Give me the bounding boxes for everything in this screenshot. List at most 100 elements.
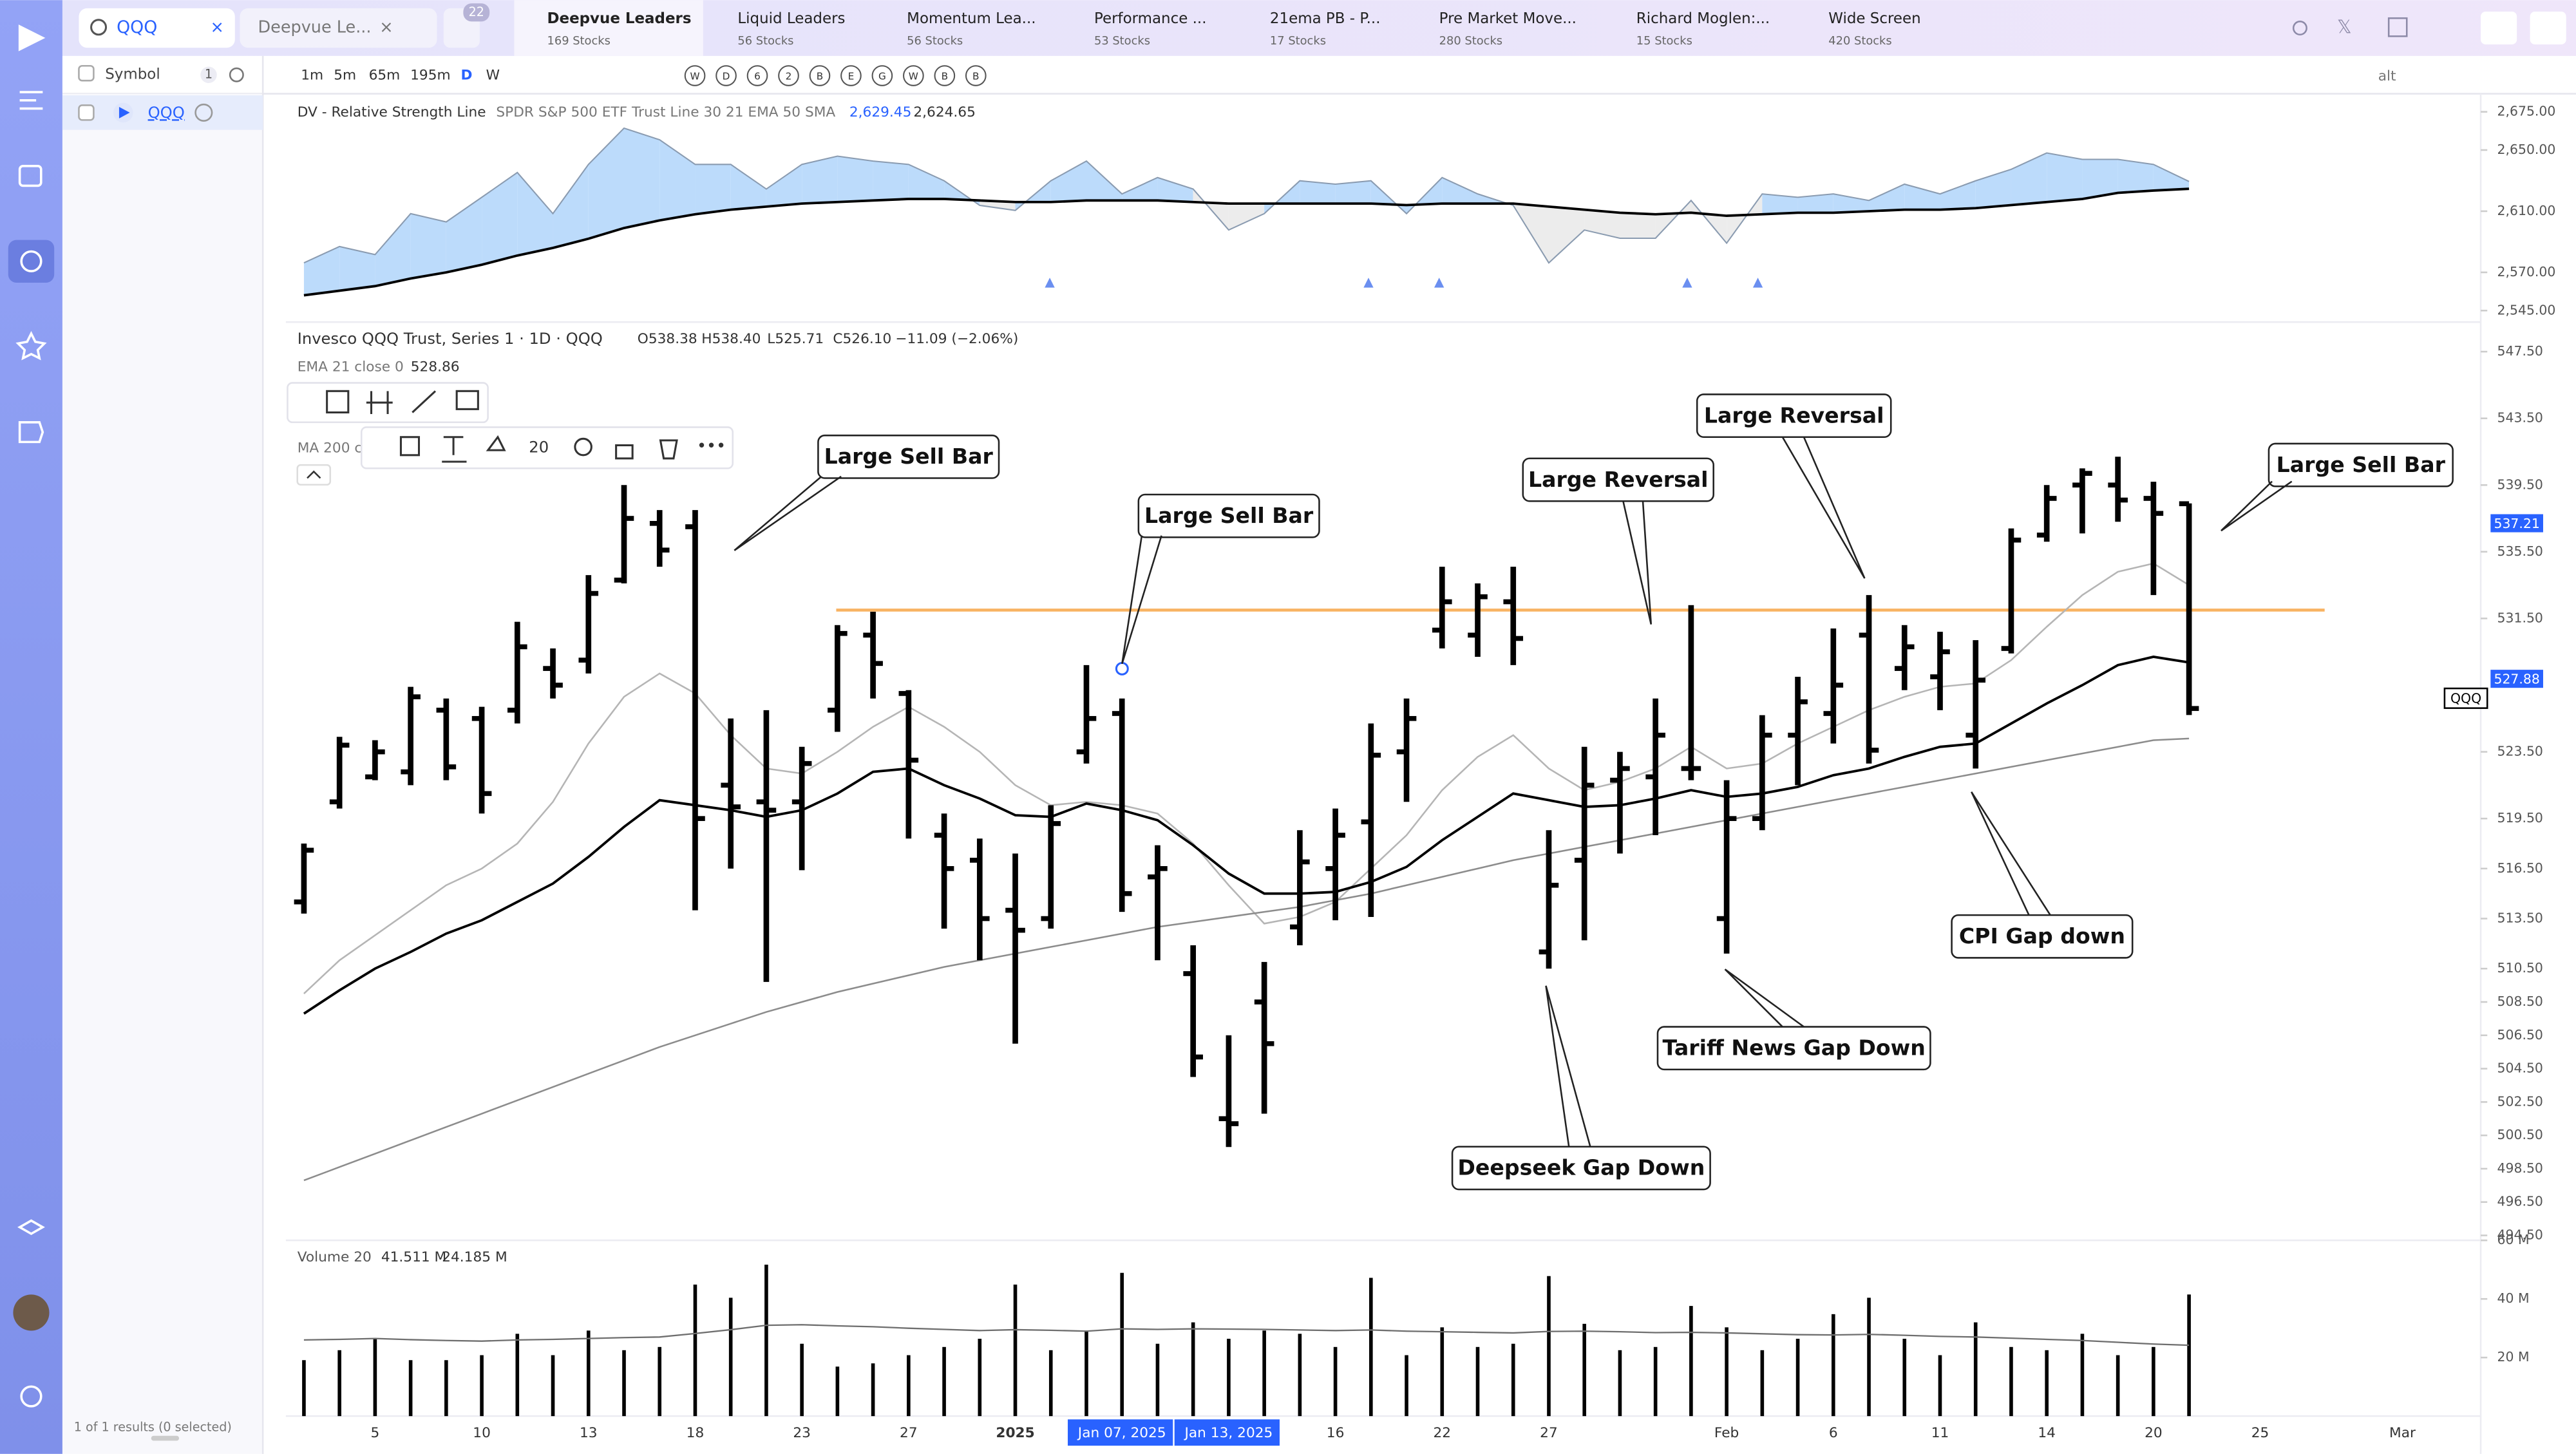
interval[interactable]: W	[486, 68, 500, 84]
volume-bar	[1120, 1272, 1124, 1417]
avatar[interactable]	[13, 1294, 50, 1331]
indicator-letter: 6	[754, 70, 761, 82]
indicator-button[interactable]	[778, 65, 799, 86]
interval[interactable]: 1m	[301, 68, 323, 84]
watchlist-select[interactable]	[240, 8, 437, 48]
y-tick-label: 519.50	[2497, 810, 2543, 826]
search-box[interactable]	[79, 8, 235, 48]
share-icon[interactable]	[2292, 21, 2307, 36]
rs-area	[517, 172, 553, 256]
symbol[interactable]: QQQ	[148, 104, 185, 122]
interval[interactable]: 195m	[410, 68, 450, 84]
tab-title[interactable]: Deepvue Leaders	[547, 10, 691, 27]
indicator-button[interactable]	[903, 65, 924, 86]
indicator-button[interactable]	[871, 65, 893, 86]
tool-fib[interactable]	[366, 391, 393, 415]
tool-rect[interactable]	[326, 390, 350, 414]
indicator-button[interactable]	[684, 65, 706, 86]
help-icon[interactable]	[20, 1385, 43, 1408]
scrollbar	[151, 1435, 180, 1441]
badge-count: 22	[469, 5, 484, 19]
layout-icon[interactable]	[2387, 17, 2408, 37]
tool-note[interactable]	[455, 390, 479, 410]
grid-button[interactable]	[2530, 12, 2566, 45]
chart-icon[interactable]	[20, 250, 43, 272]
tab-title[interactable]: Wide Screen	[1828, 10, 1920, 27]
select-all[interactable]	[78, 64, 95, 82]
y-tick-label: 539.50	[2497, 477, 2543, 492]
tool-delete[interactable]	[659, 439, 678, 460]
more-icon[interactable]: •••	[697, 437, 726, 456]
callout-box	[1696, 393, 1892, 439]
rs-signals	[1045, 278, 1763, 288]
volume-bar	[1582, 1323, 1587, 1417]
interval[interactable]: D	[460, 68, 472, 84]
y-tick-label: 502.50	[2497, 1093, 2543, 1109]
indicator-letter: B	[972, 70, 980, 82]
indicator-button[interactable]	[965, 65, 987, 86]
collapse-button[interactable]	[296, 464, 332, 486]
active-nav[interactable]	[8, 240, 55, 283]
sidebar-icons	[8, 24, 55, 1408]
interval[interactable]: 5m	[334, 68, 356, 84]
rs-area	[1975, 169, 2011, 209]
indicator-button[interactable]	[840, 65, 862, 86]
volume-bar	[1795, 1339, 1800, 1417]
volume-bar	[408, 1360, 413, 1417]
volume-bar	[2116, 1355, 2120, 1417]
menu-icon[interactable]	[19, 91, 43, 110]
y-tick-label: 40 M	[2497, 1290, 2530, 1306]
tab-title[interactable]: Pre Market Move...	[1439, 10, 1577, 27]
indicator-button[interactable]	[809, 65, 831, 86]
tool-settings[interactable]	[574, 437, 592, 457]
volume-bar	[942, 1346, 946, 1417]
active-tab[interactable]	[514, 0, 703, 56]
sidebar	[0, 0, 62, 1454]
tab-title[interactable]: Performance ...	[1094, 10, 1207, 27]
tool-text[interactable]	[442, 436, 467, 463]
tool-line[interactable]	[412, 390, 437, 413]
tool-color[interactable]	[486, 435, 506, 451]
watchlist-clear[interactable]: ×	[379, 18, 393, 37]
anchor-point[interactable]	[1115, 661, 1129, 675]
tab-title[interactable]: 21ema PB - P...	[1270, 10, 1381, 27]
settings-icon[interactable]	[229, 67, 244, 82]
volume-bar	[2009, 1346, 2013, 1417]
screener-icon[interactable]	[18, 165, 43, 187]
volume-bar	[978, 1339, 982, 1417]
toolbar-size[interactable]: 20	[529, 438, 549, 456]
rs-area	[1228, 203, 1265, 231]
tab-title[interactable]: Momentum Lea...	[907, 10, 1036, 27]
row-checkbox[interactable]	[78, 104, 95, 121]
tool-template[interactable]	[399, 436, 421, 457]
x-icon[interactable]: 𝕏	[2337, 17, 2352, 38]
watchlist-icon[interactable]	[15, 331, 47, 361]
y-tick-label: 531.50	[2497, 610, 2543, 625]
callout-pointer	[734, 475, 842, 551]
ema-value: 528.86	[411, 359, 460, 375]
ma-legend: MA 200 c	[298, 440, 363, 457]
y-tick-label: 535.50	[2497, 543, 2543, 559]
tool-lock[interactable]	[615, 444, 634, 460]
indicator-letter: D	[723, 70, 730, 82]
tab-title[interactable]: Liquid Leaders	[737, 10, 845, 27]
y-tick-label: 2,545.00	[2497, 302, 2556, 317]
learn-icon[interactable]	[17, 1219, 45, 1236]
callout-box	[2268, 442, 2454, 487]
indicator-button[interactable]	[934, 65, 956, 86]
logo[interactable]	[18, 24, 46, 52]
list-button[interactable]	[2481, 12, 2517, 45]
indicator-button[interactable]	[715, 65, 737, 86]
search-icon	[90, 19, 108, 36]
volume-bar	[515, 1334, 520, 1417]
tab-subtitle: 280 Stocks	[1439, 34, 1502, 48]
indicator-button[interactable]	[746, 65, 768, 86]
info-icon[interactable]	[194, 103, 213, 122]
alerts-icon[interactable]	[18, 421, 44, 444]
clear-search[interactable]: ×	[211, 18, 224, 37]
volume-bar	[1155, 1343, 1160, 1417]
interval[interactable]: 65m	[369, 68, 401, 84]
tab-title[interactable]: Richard Moglen:...	[1636, 10, 1770, 27]
tab-subtitle: 15 Stocks	[1636, 34, 1692, 48]
symbol-row[interactable]	[62, 95, 263, 130]
